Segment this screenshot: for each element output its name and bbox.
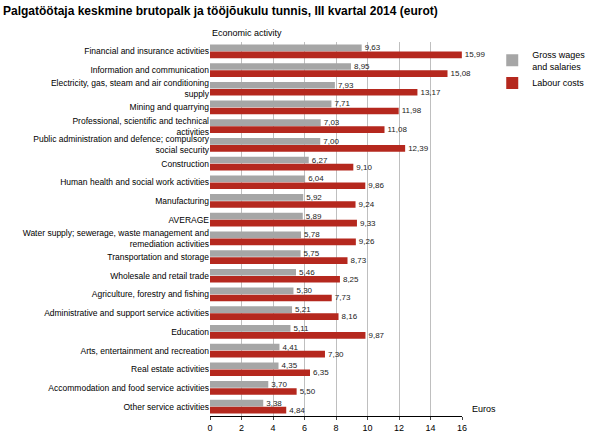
svg-text:14: 14 bbox=[425, 423, 435, 433]
svg-text:Palgatöötaja keskmine brutopal: Palgatöötaja keskmine brutopalk ja tööjõ… bbox=[3, 4, 438, 18]
svg-text:Information and communication: Information and communication bbox=[90, 65, 209, 75]
svg-text:Electricity, gas, steam and ai: Electricity, gas, steam and air conditio… bbox=[51, 78, 210, 99]
svg-text:9,63: 9,63 bbox=[365, 43, 381, 52]
svg-text:5,11: 5,11 bbox=[293, 324, 309, 333]
svg-text:8,16: 8,16 bbox=[342, 312, 358, 321]
svg-text:5,21: 5,21 bbox=[295, 305, 311, 314]
svg-text:Gross wagesand salaries: Gross wagesand salaries bbox=[532, 50, 585, 72]
svg-text:5,30: 5,30 bbox=[296, 286, 312, 295]
svg-text:Mining and quarrying: Mining and quarrying bbox=[130, 102, 210, 112]
svg-text:Public administration and defe: Public administration and defence; compu… bbox=[33, 134, 210, 155]
svg-text:3,70: 3,70 bbox=[271, 380, 287, 389]
svg-text:Economic activity: Economic activity bbox=[212, 28, 282, 38]
svg-text:13,17: 13,17 bbox=[420, 88, 441, 97]
svg-text:Agriculture, forestry and fish: Agriculture, forestry and fishing bbox=[92, 289, 209, 299]
svg-text:7,71: 7,71 bbox=[334, 99, 350, 108]
svg-text:6,04: 6,04 bbox=[308, 174, 324, 183]
svg-text:Labour costs: Labour costs bbox=[532, 78, 584, 88]
svg-text:8,25: 8,25 bbox=[343, 275, 359, 284]
svg-text:Manufacturing: Manufacturing bbox=[155, 196, 209, 206]
svg-text:7,73: 7,73 bbox=[335, 293, 351, 302]
svg-text:7,00: 7,00 bbox=[323, 137, 339, 146]
svg-text:4,41: 4,41 bbox=[282, 343, 298, 352]
svg-text:10: 10 bbox=[362, 423, 372, 433]
svg-text:Financial and insurance activi: Financial and insurance activities bbox=[84, 46, 209, 56]
svg-text:12: 12 bbox=[394, 423, 404, 433]
svg-text:15,08: 15,08 bbox=[451, 69, 472, 78]
svg-text:6: 6 bbox=[302, 423, 307, 433]
svg-text:7,03: 7,03 bbox=[324, 118, 340, 127]
svg-text:5,50: 5,50 bbox=[300, 387, 316, 396]
svg-text:Transportation and storage: Transportation and storage bbox=[107, 252, 209, 262]
svg-text:0: 0 bbox=[207, 423, 212, 433]
svg-text:15,99: 15,99 bbox=[465, 50, 486, 59]
svg-text:5,46: 5,46 bbox=[299, 268, 315, 277]
svg-text:Euros: Euros bbox=[472, 404, 496, 414]
svg-text:16: 16 bbox=[457, 423, 467, 433]
svg-text:5,89: 5,89 bbox=[306, 212, 322, 221]
svg-text:9,26: 9,26 bbox=[359, 237, 375, 246]
svg-text:4,35: 4,35 bbox=[282, 361, 298, 370]
svg-text:11,98: 11,98 bbox=[402, 106, 422, 115]
svg-text:3,38: 3,38 bbox=[266, 399, 282, 408]
svg-text:5,78: 5,78 bbox=[304, 230, 320, 239]
svg-text:7,30: 7,30 bbox=[328, 350, 344, 359]
svg-text:Administrative and support ser: Administrative and support service activ… bbox=[44, 308, 209, 318]
svg-text:2: 2 bbox=[239, 423, 244, 433]
svg-text:9,33: 9,33 bbox=[360, 219, 376, 228]
svg-text:Real estate activities: Real estate activities bbox=[131, 364, 209, 374]
svg-text:8,73: 8,73 bbox=[351, 256, 367, 265]
svg-text:8,95: 8,95 bbox=[354, 62, 370, 71]
svg-text:5,75: 5,75 bbox=[304, 249, 320, 258]
svg-text:11,08: 11,08 bbox=[388, 125, 408, 134]
svg-text:Education: Education bbox=[171, 327, 209, 337]
svg-text:Professional, scientific and t: Professional, scientific and technicalac… bbox=[72, 116, 209, 137]
svg-text:12,39: 12,39 bbox=[408, 144, 429, 153]
svg-text:9,87: 9,87 bbox=[368, 331, 384, 340]
svg-text:Other service activities: Other service activities bbox=[124, 402, 210, 412]
svg-text:6,35: 6,35 bbox=[313, 368, 329, 377]
svg-text:9,86: 9,86 bbox=[368, 181, 384, 190]
svg-text:6,27: 6,27 bbox=[312, 156, 328, 165]
svg-text:AVERAGE: AVERAGE bbox=[169, 215, 210, 225]
svg-text:Wholesale and retail trade: Wholesale and retail trade bbox=[110, 271, 209, 281]
svg-text:Construction: Construction bbox=[161, 159, 209, 169]
svg-text:8: 8 bbox=[333, 423, 338, 433]
svg-text:9,24: 9,24 bbox=[359, 200, 375, 209]
svg-text:Accommodation and food service: Accommodation and food service activitie… bbox=[48, 383, 209, 393]
svg-text:4,84: 4,84 bbox=[289, 406, 305, 415]
svg-text:5,92: 5,92 bbox=[306, 193, 322, 202]
svg-text:7,93: 7,93 bbox=[338, 81, 354, 90]
svg-text:Water supply; sewerage, waste: Water supply; sewerage, waste management… bbox=[23, 228, 210, 249]
svg-text:9,10: 9,10 bbox=[356, 163, 372, 172]
svg-text:Arts, entertainment and recrea: Arts, entertainment and recreation bbox=[80, 346, 209, 356]
svg-text:4: 4 bbox=[270, 423, 275, 433]
svg-text:Human health and social work a: Human health and social work activities bbox=[60, 177, 209, 187]
